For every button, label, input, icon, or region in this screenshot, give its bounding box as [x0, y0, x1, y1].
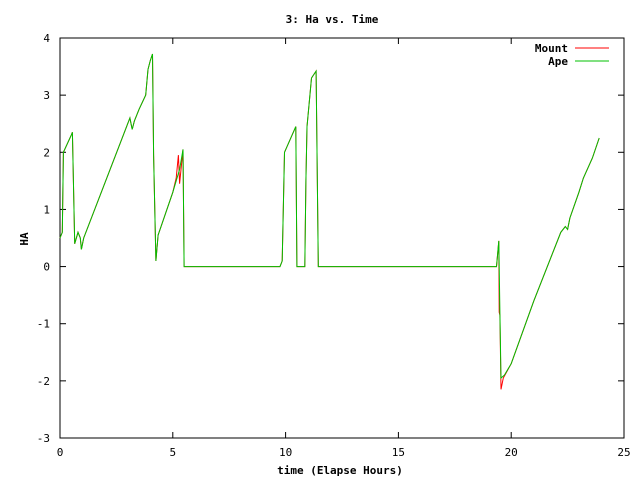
y-tick-label: -3 [37, 432, 50, 445]
y-tick-label: -1 [37, 318, 50, 331]
y-tick-label: -2 [37, 375, 50, 388]
chart-title: 3: Ha vs. Time [286, 13, 379, 26]
x-tick-label: 25 [617, 446, 630, 459]
y-tick-label: 3 [43, 89, 50, 102]
y-tick-label: 4 [43, 32, 50, 45]
y-tick-label: 0 [43, 261, 50, 274]
y-tick-label: 2 [43, 146, 50, 159]
x-tick-label: 15 [392, 446, 405, 459]
legend-label-mount: Mount [535, 42, 568, 55]
x-tick-label: 0 [57, 446, 64, 459]
x-axis: 0 5 10 15 20 25 [57, 38, 631, 459]
x-tick-label: 20 [505, 446, 518, 459]
x-tick-label: 5 [169, 446, 176, 459]
x-tick-label: 10 [279, 446, 292, 459]
series-lines [59, 53, 600, 390]
y-axis: -3 -2 -1 0 1 2 3 4 [37, 32, 624, 445]
y-axis-label: HA [18, 232, 31, 246]
y-tick-label: 1 [43, 203, 50, 216]
series-line-ape [59, 53, 600, 380]
x-axis-label: time (Elapse Hours) [277, 464, 403, 477]
legend-label-ape: Ape [548, 55, 568, 68]
